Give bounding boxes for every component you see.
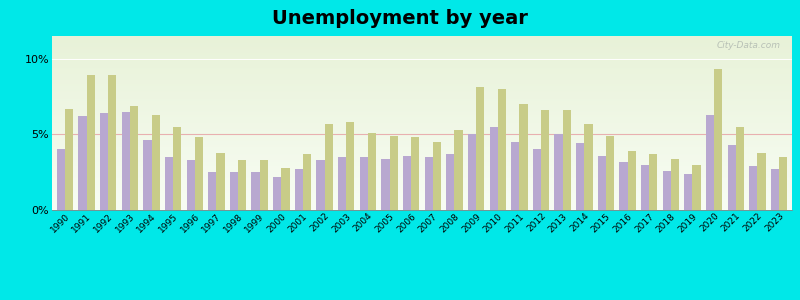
Bar [662, 171, 671, 210]
Bar [230, 172, 238, 210]
Bar [108, 75, 117, 210]
Bar [598, 155, 606, 210]
Bar [100, 113, 108, 210]
Bar [368, 133, 376, 210]
Bar [325, 124, 333, 210]
Bar [346, 122, 354, 210]
Bar [195, 137, 203, 210]
Bar [576, 143, 584, 210]
Bar [779, 157, 787, 210]
Bar [533, 149, 541, 210]
Bar [86, 75, 95, 210]
Bar [151, 115, 160, 210]
Bar [186, 160, 195, 210]
Bar [238, 160, 246, 210]
Bar [338, 157, 346, 210]
Bar [390, 136, 398, 210]
Bar [684, 174, 693, 210]
Bar [706, 115, 714, 210]
Bar [317, 160, 325, 210]
Bar [143, 140, 151, 210]
Bar [693, 165, 701, 210]
Bar [454, 130, 462, 210]
Bar [122, 112, 130, 210]
Bar [627, 151, 636, 210]
Bar [273, 177, 282, 210]
Bar [749, 166, 758, 210]
Bar [476, 87, 484, 210]
Bar [251, 172, 260, 210]
Bar [411, 137, 419, 210]
Text: City-Data.com: City-Data.com [717, 41, 781, 50]
Bar [649, 154, 658, 210]
Bar [130, 106, 138, 210]
Bar [727, 145, 736, 210]
Bar [78, 116, 86, 210]
Bar [671, 159, 679, 210]
Bar [490, 127, 498, 210]
Bar [468, 134, 476, 210]
Bar [360, 157, 368, 210]
Bar [433, 142, 441, 210]
Bar [511, 142, 519, 210]
Bar [541, 110, 550, 210]
Bar [65, 109, 74, 210]
Bar [606, 136, 614, 210]
Bar [294, 169, 303, 210]
Bar [260, 160, 268, 210]
Bar [519, 104, 527, 210]
Bar [217, 152, 225, 210]
Bar [446, 154, 454, 210]
Bar [641, 165, 649, 210]
Bar [770, 169, 779, 210]
Bar [498, 89, 506, 210]
Bar [425, 157, 433, 210]
Bar [714, 69, 722, 210]
Bar [382, 159, 390, 210]
Bar [403, 155, 411, 210]
Bar [736, 127, 744, 210]
Bar [208, 172, 217, 210]
Bar [554, 134, 562, 210]
Text: Unemployment by year: Unemployment by year [272, 9, 528, 28]
Bar [173, 127, 182, 210]
Bar [303, 154, 311, 210]
Bar [165, 157, 173, 210]
Bar [584, 124, 593, 210]
Bar [758, 152, 766, 210]
Bar [57, 149, 65, 210]
Bar [282, 168, 290, 210]
Bar [562, 110, 571, 210]
Bar [619, 162, 627, 210]
